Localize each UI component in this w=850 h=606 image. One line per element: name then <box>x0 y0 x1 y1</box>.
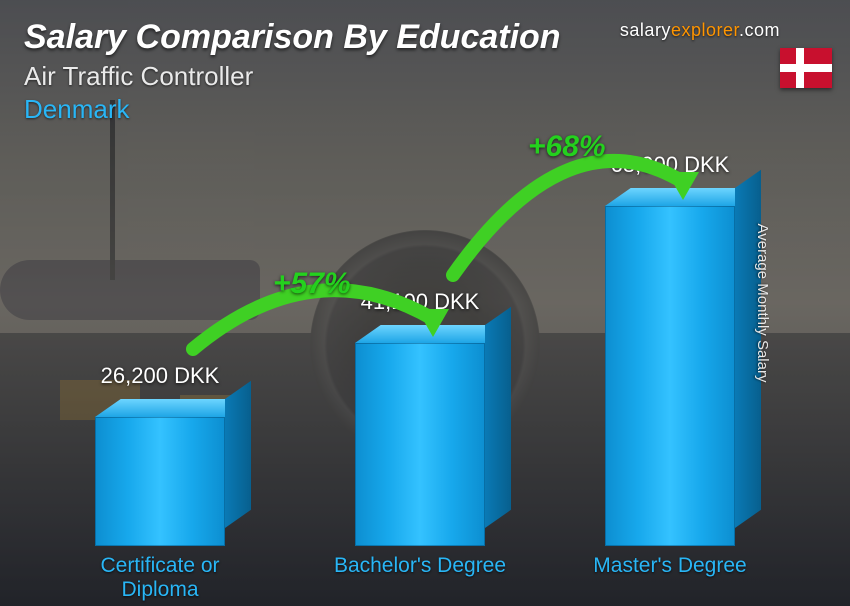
watermark: salaryexplorer.com <box>620 20 780 41</box>
infographic-container: Salary Comparison By Education Air Traff… <box>0 0 850 606</box>
bar-category-label: Certificate or Diploma <box>60 554 260 602</box>
bar-group: 26,200 DKKCertificate or Diploma <box>80 417 240 546</box>
watermark-part2: explorer <box>671 20 739 40</box>
watermark-part3: .com <box>739 20 780 40</box>
watermark-part1: salary <box>620 20 671 40</box>
chart-area: 26,200 DKKCertificate or Diploma41,100 D… <box>0 146 810 606</box>
bar <box>95 417 225 546</box>
chart-country: Denmark <box>24 94 826 125</box>
bar-side-face <box>485 307 511 528</box>
denmark-flag-icon <box>780 48 832 88</box>
bar-side-face <box>225 381 251 528</box>
increase-label: +68% <box>528 130 606 164</box>
y-axis-label: Average Monthly Salary <box>754 224 771 383</box>
header: Salary Comparison By Education Air Traff… <box>0 0 850 125</box>
increase-label: +57% <box>273 267 351 301</box>
bar-category-label: Master's Degree <box>570 554 770 578</box>
increase-arc-icon <box>173 239 463 379</box>
chart-subtitle: Air Traffic Controller <box>24 61 826 92</box>
bar-category-label: Bachelor's Degree <box>320 554 520 578</box>
